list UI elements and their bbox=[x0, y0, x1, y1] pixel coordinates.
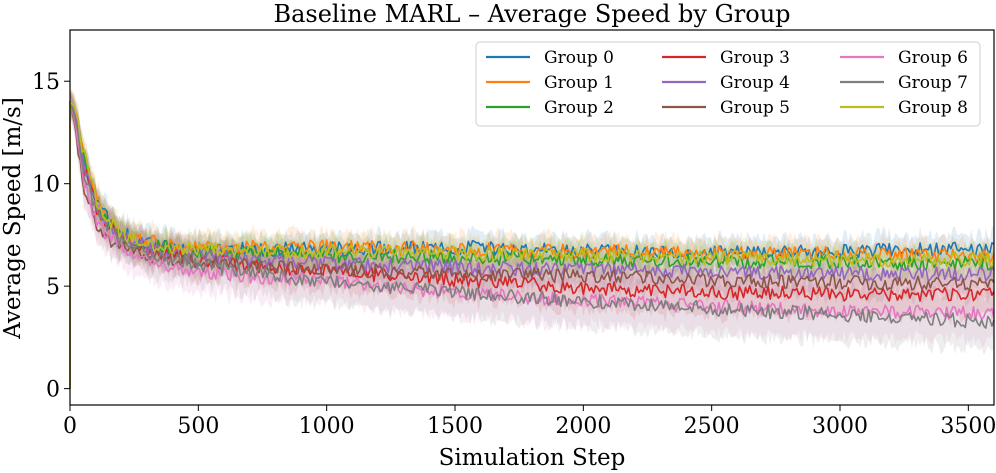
y-axis-ticks: 0 5 10 15 bbox=[32, 70, 70, 403]
legend-label: Group 3 bbox=[720, 48, 790, 68]
x-tick-label: 500 bbox=[177, 414, 219, 439]
band-group-1 bbox=[70, 89, 994, 280]
x-tick-label: 3500 bbox=[940, 414, 996, 439]
series-lines bbox=[69, 100, 995, 389]
line-group-7 bbox=[69, 100, 995, 389]
legend-label: Group 5 bbox=[720, 98, 790, 118]
line-group-5 bbox=[69, 100, 995, 389]
plot-frame bbox=[69, 29, 995, 406]
y-tick-label: 15 bbox=[32, 70, 60, 95]
x-tick-label: 1000 bbox=[299, 414, 355, 439]
x-axis-label: Simulation Step bbox=[439, 445, 626, 471]
legend-label: Group 6 bbox=[898, 48, 968, 68]
x-tick-label: 0 bbox=[63, 414, 77, 439]
legend-label: Group 2 bbox=[544, 98, 614, 118]
band-group-4 bbox=[70, 90, 994, 299]
legend: Group 0 Group 1 Group 2 Group 3 Group 4 Group… bbox=[475, 41, 981, 127]
legend-box bbox=[475, 41, 981, 127]
x-tick-label: 2000 bbox=[555, 414, 611, 439]
y-tick-label: 0 bbox=[46, 378, 60, 403]
x-tick-label: 2500 bbox=[684, 414, 740, 439]
x-tick-label: 1500 bbox=[427, 414, 483, 439]
y-tick-label: 10 bbox=[32, 173, 60, 198]
y-axis-label: Average Speed [m/s] bbox=[0, 97, 26, 340]
legend-label: Group 7 bbox=[898, 73, 968, 93]
line-group-3 bbox=[69, 100, 995, 389]
legend-label: Group 8 bbox=[898, 98, 968, 118]
y-tick-label: 5 bbox=[46, 275, 60, 300]
legend-label: Group 4 bbox=[720, 73, 790, 93]
x-axis-ticks: 0 500 1000 1500 2000 2500 3000 3500 bbox=[63, 405, 996, 439]
chart-title: Baseline MARL – Average Speed by Group bbox=[273, 0, 790, 28]
x-tick-label: 3000 bbox=[812, 414, 868, 439]
legend-label: Group 1 bbox=[544, 73, 614, 93]
line-group-8 bbox=[69, 100, 995, 389]
legend-label: Group 0 bbox=[544, 48, 614, 68]
